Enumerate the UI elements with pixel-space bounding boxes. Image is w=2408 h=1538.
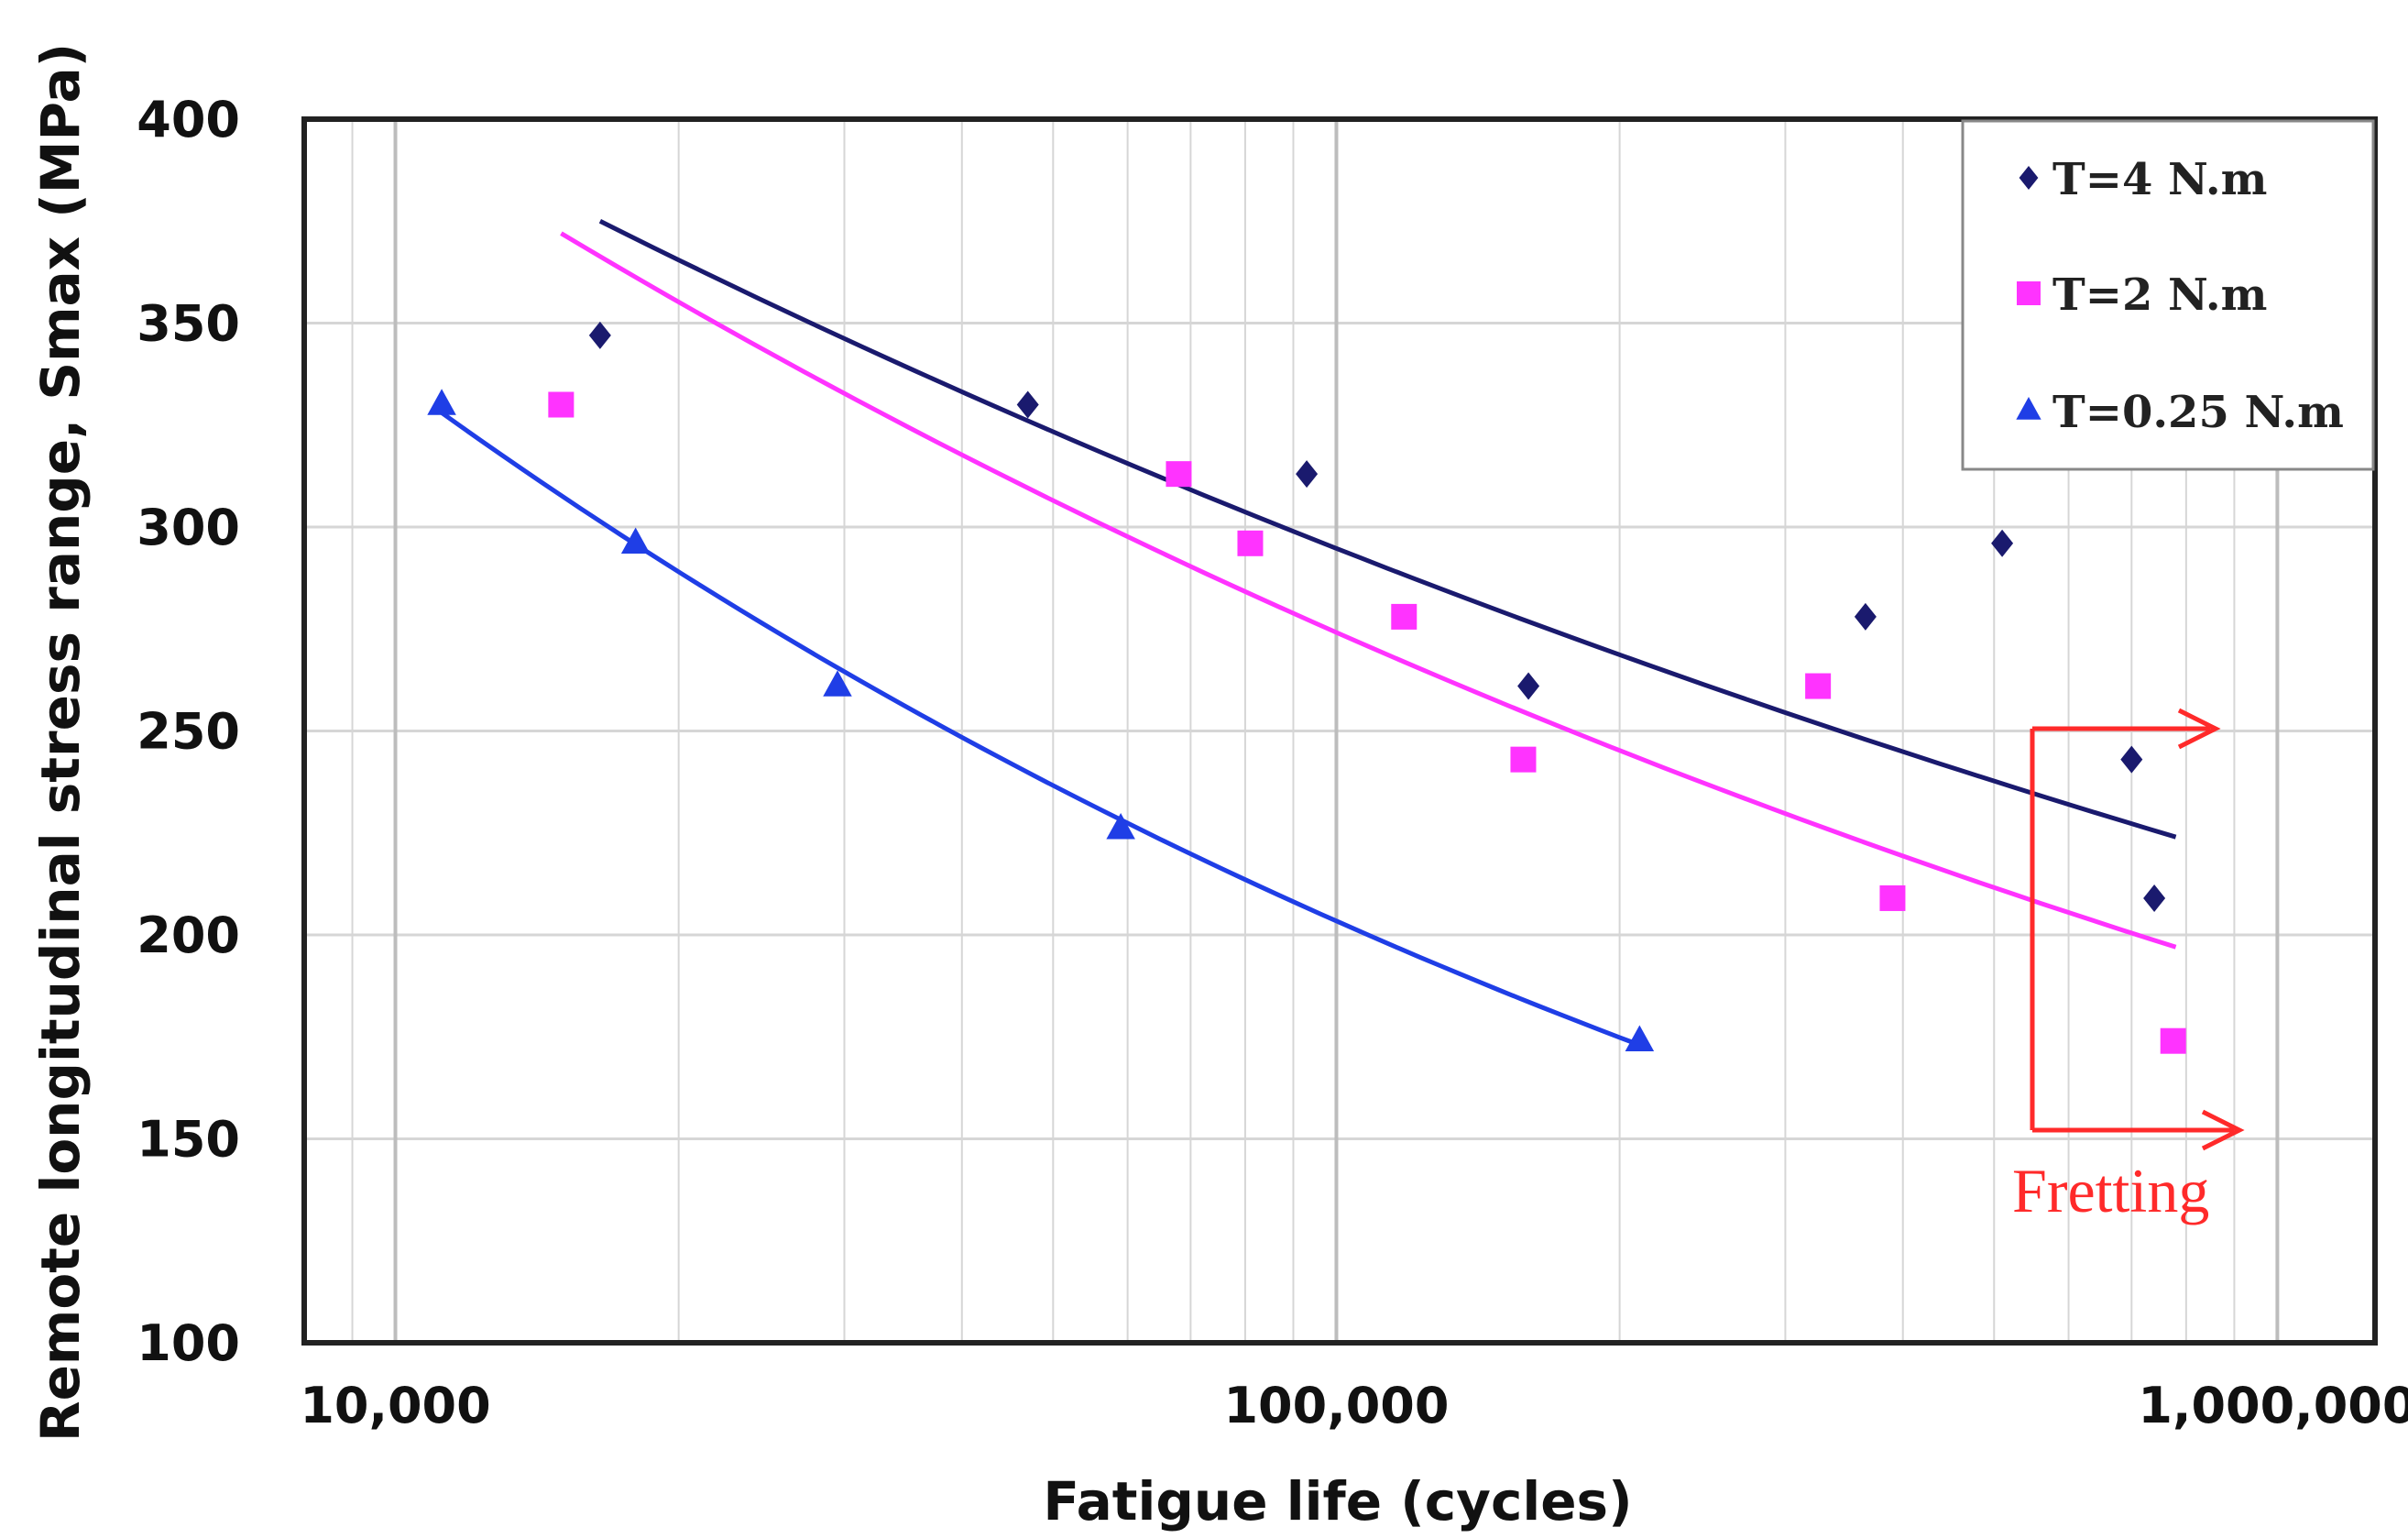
- fretting-label: Fretting: [2012, 1156, 2209, 1225]
- square-marker: [1805, 673, 1832, 699]
- legend-label: T=0.25 N.m: [2052, 387, 2344, 438]
- square-marker: [1391, 603, 1417, 630]
- y-tick-label: 250: [137, 703, 240, 761]
- triangle-marker: [823, 670, 852, 697]
- square-marker: [2160, 1027, 2186, 1054]
- square-marker: [1510, 746, 1537, 773]
- y-tick-label: 100: [137, 1314, 240, 1372]
- y-axis-label: Remote longitudinal stress range, Smax (…: [29, 43, 92, 1442]
- fretting-arrow-upper: [2032, 708, 2221, 750]
- square-marker: [548, 391, 575, 418]
- y-tick-label: 350: [137, 295, 240, 353]
- fretting-annotation: Fretting: [2012, 708, 2245, 1225]
- trend-line: [598, 219, 2177, 840]
- square-marker: [1166, 461, 1192, 488]
- triangle-marker: [427, 389, 456, 415]
- legend-label: T=4 N.m: [2052, 154, 2267, 205]
- diamond-marker: [2143, 884, 2166, 912]
- x-tick-label: 100,000: [1223, 1377, 1449, 1434]
- triangle-marker: [620, 527, 651, 555]
- diamond-marker: [1517, 672, 1540, 700]
- tick-labels: 100 150 200 250 300 350 400 10,000 100,000 1,000,…: [137, 91, 2408, 1434]
- x-axis-label: Fatigue life (cycles): [1043, 1470, 1632, 1533]
- square-marker: [1879, 884, 1906, 911]
- fretting-arrow-lower: [2032, 1109, 2245, 1151]
- plot-area-frame: [301, 116, 2378, 1346]
- y-tick-label: 150: [137, 1111, 240, 1169]
- legend: T=4 N.m T=2 N.m T=0.25 N.m: [1961, 119, 2375, 471]
- y-tick-label: 400: [137, 91, 240, 148]
- triangle-marker: [1106, 813, 1135, 840]
- y-tick-label: 300: [137, 499, 240, 556]
- diamond-marker: [588, 321, 611, 349]
- legend-diamond-icon: [2019, 166, 2039, 190]
- diamond-marker: [1296, 460, 1319, 489]
- y-tick-label: 200: [137, 906, 240, 964]
- x-tick-label: 1,000,000: [2138, 1377, 2408, 1434]
- diamond-marker: [1016, 390, 1039, 419]
- triangle-marker: [1625, 1025, 1655, 1051]
- legend-square-icon: [2017, 281, 2041, 305]
- diamond-marker: [1854, 602, 1877, 631]
- trend-lines: [440, 219, 2177, 1048]
- data-markers: [427, 321, 2186, 1054]
- diamond-marker: [2120, 745, 2143, 774]
- diamond-marker: [1991, 529, 2014, 557]
- trend-line: [560, 231, 2177, 950]
- square-marker: [1237, 530, 1264, 556]
- trend-line: [440, 411, 1641, 1048]
- legend-triangle-icon: [2016, 397, 2041, 420]
- x-tick-label: 10,000: [300, 1377, 490, 1434]
- legend-label: T=2 N.m: [2052, 269, 2267, 321]
